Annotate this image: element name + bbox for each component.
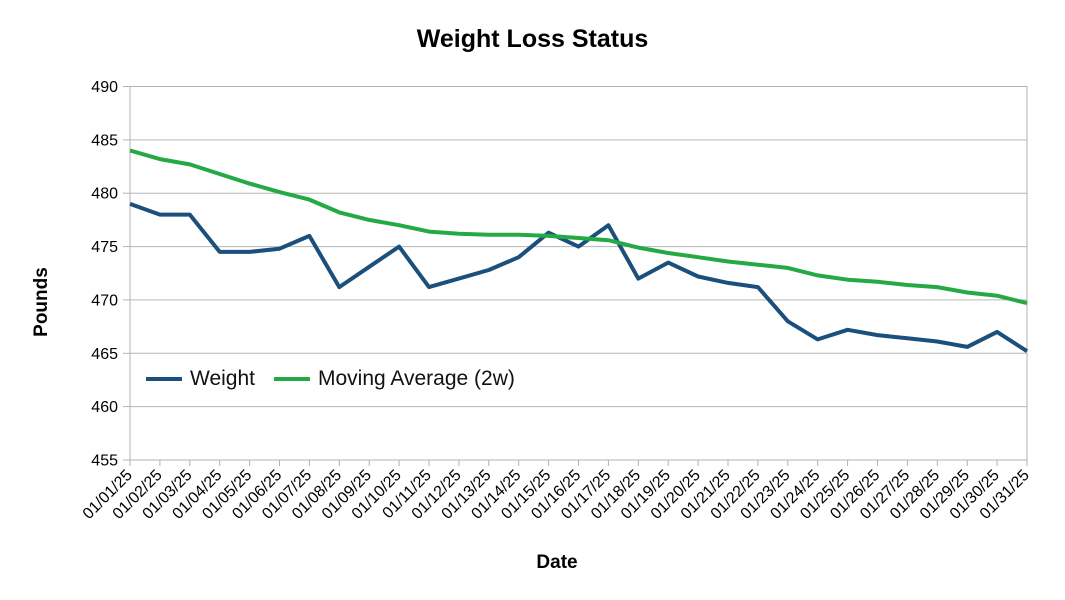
weight-line <box>129 202 1029 353</box>
y-tick-label: 465 <box>91 346 118 363</box>
y-tick-label: 470 <box>91 292 118 309</box>
y-tick-label: 485 <box>91 132 118 149</box>
y-tick-label: 480 <box>91 186 118 203</box>
moving-average-line <box>129 148 1028 306</box>
legend: Weight Moving Average (2w) <box>146 367 515 391</box>
chart-title: Weight Loss Status <box>416 25 649 53</box>
legend-label-weight: Weight <box>190 367 255 390</box>
y-axis-title: Pounds <box>31 267 52 337</box>
x-axis-title: Date <box>536 552 578 573</box>
y-tick-label: 475 <box>91 239 118 256</box>
y-tick-label: 490 <box>91 79 118 96</box>
plot-border <box>129 86 1028 461</box>
legend-item-weight: Weight <box>146 367 255 391</box>
y-tick-label: 455 <box>91 453 118 470</box>
weight-series-swatch <box>146 377 182 381</box>
legend-item-moving-average: Moving Average (2w) <box>273 367 515 391</box>
y-tick-label: 460 <box>91 399 118 416</box>
moving-average-series-swatch <box>273 377 310 381</box>
legend-label-moving-average: Moving Average (2w) <box>317 367 515 390</box>
